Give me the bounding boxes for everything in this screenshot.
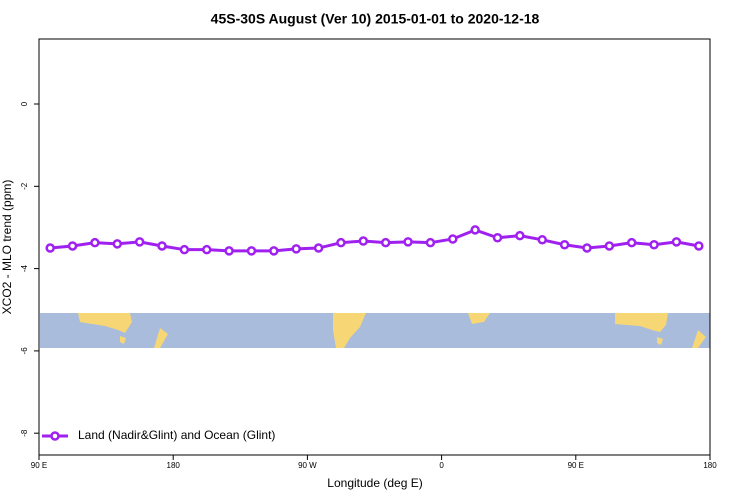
map-strip: [40, 313, 710, 348]
point: [90, 237, 100, 248]
point: [403, 237, 413, 247]
y-tick-label: -4: [20, 265, 29, 273]
x-tick-label: 90 E: [568, 461, 584, 470]
y-axis-label: XCO2 - MLO trend (ppm): [0, 180, 14, 315]
land: [154, 328, 168, 348]
point: [492, 232, 503, 243]
land: [615, 313, 668, 332]
point: [380, 237, 391, 248]
point: [157, 241, 167, 251]
plot-frame: [38, 38, 711, 456]
land: [692, 330, 706, 348]
point: [291, 244, 301, 254]
y-tick-label: -6: [20, 347, 29, 355]
x-tick-label: 180: [167, 461, 181, 470]
point: [313, 243, 324, 253]
point: [134, 237, 145, 247]
series-line: [50, 228, 700, 253]
land: [333, 313, 366, 348]
point: [515, 230, 525, 241]
land: [657, 337, 663, 345]
point: [269, 246, 279, 256]
point: [224, 246, 234, 256]
point: [470, 225, 480, 235]
point: [604, 241, 615, 251]
land: [120, 336, 126, 344]
x-tick-label: 180: [703, 461, 717, 470]
point: [112, 239, 123, 249]
ocean: [40, 313, 710, 348]
point: [537, 235, 547, 245]
point: [202, 244, 212, 255]
point: [694, 241, 704, 251]
legend-marker: [50, 431, 60, 441]
x-axis-label: Longitude (deg E): [327, 476, 422, 490]
land: [468, 313, 490, 324]
point: [425, 237, 436, 248]
x-tick-label: 90 E: [31, 461, 47, 470]
y-tick-label: 0: [20, 101, 29, 106]
land: [78, 313, 132, 333]
point: [336, 237, 346, 248]
point: [358, 236, 369, 246]
y-tick-label: -2: [20, 182, 29, 190]
point: [559, 239, 570, 250]
point: [67, 241, 78, 251]
y-tick-label: -8: [20, 429, 29, 437]
chart-title: 45S-30S August (Ver 10) 2015-01-01 to 20…: [211, 11, 540, 27]
point: [246, 246, 257, 256]
point: [626, 237, 637, 248]
point: [582, 243, 592, 253]
legend-label: Land (Nadir&Glint) and Ocean (Glint): [78, 428, 275, 442]
point: [671, 237, 682, 247]
point: [45, 243, 55, 253]
x-tick-label: 90 W: [298, 461, 317, 470]
point: [649, 239, 659, 250]
point: [448, 234, 458, 244]
point: [179, 244, 190, 255]
x-tick-label: 0: [439, 461, 444, 470]
